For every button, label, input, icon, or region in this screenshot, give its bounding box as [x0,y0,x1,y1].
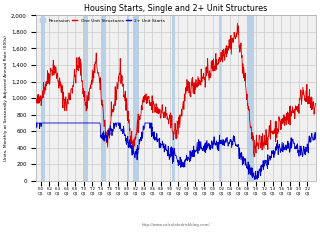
Y-axis label: Units, Monthly at Seasonally Adjusted Annual Rate (000s): Units, Monthly at Seasonally Adjusted An… [4,35,8,161]
Title: Housing Starts, Single and 2+ Unit Structures: Housing Starts, Single and 2+ Unit Struc… [84,4,268,13]
Legend: Recession, One Unit Structures, 2+ Unit Starts: Recession, One Unit Structures, 2+ Unit … [39,17,166,24]
Bar [133,15,139,181]
Bar [172,15,175,181]
Bar [83,15,88,181]
Bar [220,15,221,181]
Bar [247,15,253,181]
Text: http://www.calculatedriskblog.com/: http://www.calculatedriskblog.com/ [142,223,211,227]
Bar [100,15,106,181]
Bar [41,15,45,181]
Bar [127,15,129,181]
